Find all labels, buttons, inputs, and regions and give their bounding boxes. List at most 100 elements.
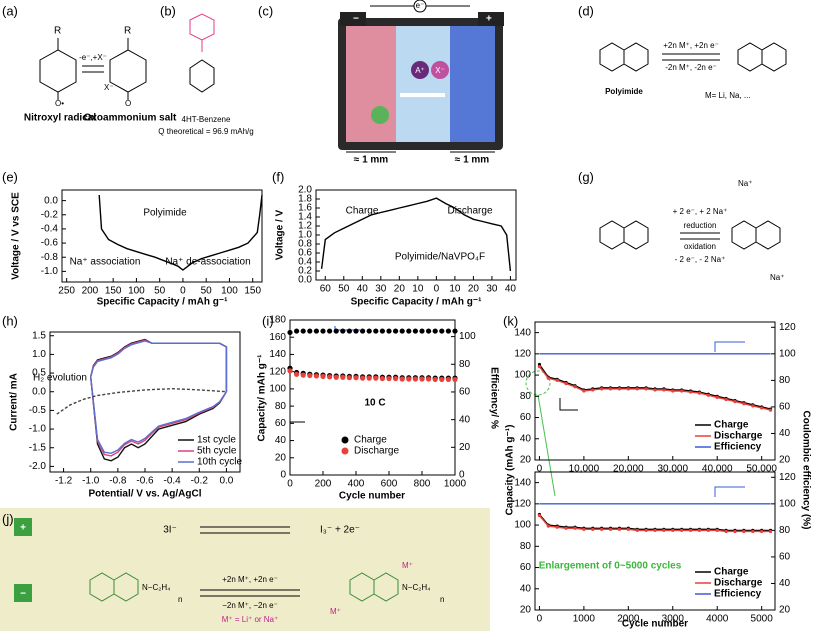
dimension-label: ≈ 1 mm (455, 155, 489, 166)
zoom-circle (525, 370, 551, 396)
legend-label: Efficiency (714, 442, 762, 453)
x-tick-label: 0 (537, 464, 543, 475)
data-point (608, 527, 613, 531)
electrode-badge (14, 584, 32, 602)
annotation: 10 C (364, 398, 385, 409)
atom-label: X⁻ (104, 83, 114, 92)
data-point (386, 328, 392, 334)
reaction-condition: +2n M⁺, +2n e⁻ (222, 575, 278, 584)
y-tick-label: 60 (520, 412, 532, 423)
x-tick-label: 3000 (662, 614, 685, 625)
data-point (379, 375, 385, 382)
x-tick-label: 50 (201, 286, 213, 297)
y2-tick-label: 100 (779, 348, 796, 359)
x-tick-label: -0.4 (164, 476, 182, 487)
data-point (366, 328, 372, 334)
x-tick-label: 1000 (573, 614, 596, 625)
data-point (688, 390, 693, 394)
panel-label: (f) (272, 169, 284, 184)
x-tick-label: 0 (180, 286, 186, 297)
data-point (419, 376, 425, 382)
data-point (671, 389, 675, 393)
reaction-condition: reduction (684, 221, 717, 230)
x-tick-label: 150 (244, 286, 261, 297)
legend-label: Efficiency (714, 589, 762, 600)
legend-label: 10th cycle (197, 457, 242, 468)
data-point (399, 328, 405, 334)
panel-background (0, 508, 490, 631)
y-axis-label: Voltage / V vs SCE (11, 192, 22, 280)
cathode (450, 26, 495, 142)
legend-label: Discharge (354, 446, 399, 457)
x-tick-label: -1.0 (82, 476, 100, 487)
y-tick-label: 120 (269, 366, 286, 377)
panel-b (189, 13, 215, 93)
y-axis-label: Voltage / V (275, 209, 286, 260)
ion-label: X⁻ (435, 66, 445, 75)
x-tick-label: 100 (221, 286, 238, 297)
y-tick-label: 120 (514, 348, 531, 359)
data-point (386, 375, 392, 382)
series-line (98, 194, 263, 271)
panel-j (0, 508, 490, 631)
data-point (426, 328, 432, 334)
legend-marker (341, 447, 349, 455)
y2-tick-label: 80 (779, 375, 791, 386)
data-point (373, 328, 379, 334)
data-point (751, 529, 755, 534)
repeat-index: n (440, 595, 444, 604)
ring (373, 572, 399, 602)
data-point (697, 528, 702, 532)
species: 3I⁻ (163, 525, 177, 536)
y-tick-label: 1.0 (298, 230, 312, 241)
y-tick-label: 1.2 (298, 221, 312, 232)
y2-tick-label: 120 (779, 322, 796, 333)
y-tick-label: -1.0 (29, 424, 47, 435)
data-point (537, 364, 542, 369)
panel-label: (i) (262, 313, 274, 328)
x-axis-label: Cycle number (339, 491, 405, 502)
data-point (680, 389, 684, 393)
y-tick-label: 100 (514, 370, 531, 381)
x-tick-label: 60 (320, 284, 332, 295)
y-tick-label: 0 (280, 470, 286, 481)
ion-label: M⁺ (402, 561, 413, 570)
y2-tick-label: 100 (459, 331, 476, 342)
y-tick-label: -2.0 (29, 461, 47, 472)
y2-tick-label: 60 (779, 552, 791, 563)
data-point (379, 328, 385, 334)
data-point (320, 328, 326, 334)
x-tick-label: 40 (505, 284, 517, 295)
y2-tick-label: 40 (459, 414, 471, 425)
data-point (406, 376, 412, 382)
data-point (366, 375, 372, 381)
data-point (360, 328, 366, 334)
y-tick-label: -0.8 (41, 252, 59, 263)
data-point (333, 328, 339, 334)
x-tick-label: 10 (412, 284, 424, 295)
y-tick-label: 0.8 (298, 239, 312, 250)
y-axis-label: Capacity/ mAh g⁻¹ (257, 354, 268, 442)
data-point (635, 528, 639, 532)
panel-k-decor (290, 326, 745, 497)
x-tick-label: 30 (486, 284, 498, 295)
y-tick-label: 40 (275, 435, 287, 446)
data-point (353, 328, 359, 334)
x-tick-label: 250 (58, 286, 75, 297)
data-point (445, 328, 451, 334)
y2-tick-label: 20 (779, 605, 791, 616)
data-point (360, 375, 366, 381)
y2-tick-label: 40 (779, 578, 791, 589)
y-tick-label: 1.4 (298, 212, 312, 223)
y2-tick-label: 120 (779, 472, 796, 483)
reaction-condition: +2n M⁺, +2n e⁻ (663, 41, 719, 50)
data-point (432, 376, 438, 383)
x-axis-label: Specific Capacity / mAh g⁻¹ (97, 297, 229, 308)
x-tick-label: 50 (338, 284, 350, 295)
data-point (452, 376, 458, 383)
data-point (300, 372, 306, 378)
series-line (90, 340, 228, 455)
ring (761, 42, 787, 72)
plot-frame (61, 189, 263, 283)
y-tick-label: -0.2 (41, 209, 59, 220)
